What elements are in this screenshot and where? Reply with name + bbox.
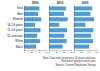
bar: [49, 28, 67, 32]
tick: 0: [24, 50, 26, 54]
tick-label: 40: [88, 51, 91, 54]
category-label: Total: [17, 6, 24, 10]
bar: [74, 34, 91, 38]
tick: 40: [88, 50, 91, 54]
tick-label: 0: [74, 51, 76, 54]
bar: [74, 39, 93, 43]
bar: [74, 17, 94, 21]
tick-label: 20: [30, 51, 33, 54]
bar: [49, 45, 63, 49]
x-axis: 0 20 40 60: [74, 50, 99, 54]
category-tick: 16-24 years: [7, 23, 23, 27]
bar: [24, 34, 37, 38]
y-axis: Total MenWomen 16-24 years25-54 years 55 an…: [7, 6, 24, 51]
panel: 20100204060: [49, 1, 74, 55]
notes: Note: Data refer to persons 16 years and…: [43, 56, 97, 67]
bar: [74, 45, 89, 49]
bar: [74, 12, 91, 16]
category-label: White: [15, 39, 23, 43]
bar: [49, 12, 64, 16]
note: Source: Current Population Survey.: [55, 63, 96, 67]
panel: 2020 0 20 40 60 Note: Data refer to persons 1…: [43, 1, 99, 67]
bars: [24, 6, 41, 48]
category-tick: 25-54 years: [7, 28, 23, 32]
category-tick: Black: [16, 45, 24, 49]
x-axis: 0204060: [49, 50, 74, 54]
y-axis: [74, 6, 75, 51]
category-label: 16-24 years: [7, 23, 23, 27]
panel: 20000204060TotalMenWomen16-24 years25-54…: [7, 1, 48, 55]
note: Percent of group in each year.: [61, 59, 96, 63]
category-tick: White: [15, 39, 23, 43]
category-label: Men: [17, 12, 23, 16]
bars: [49, 6, 68, 48]
note: Note: Data refer to persons 16 years and…: [43, 56, 97, 60]
tick: 0: [49, 50, 51, 54]
category-label: 55 and over: [7, 34, 23, 38]
panel-title: 2020: [82, 1, 89, 5]
panel-title: 2000: [32, 1, 39, 5]
tick-label: 20: [80, 51, 83, 54]
category-label: Black: [16, 45, 24, 49]
bar: [49, 23, 59, 27]
tick-label: 60: [95, 51, 98, 54]
bar: [24, 17, 41, 21]
tick-label: 20: [55, 51, 58, 54]
bar: [74, 28, 93, 32]
bar: [24, 45, 36, 49]
tick-label: 40: [63, 51, 66, 54]
tick: 0: [74, 50, 76, 54]
x-axis: 0204060: [24, 50, 49, 54]
bar: [24, 6, 39, 10]
category-label: Women: [13, 17, 24, 21]
bar: [24, 39, 40, 43]
axis-line: [74, 6, 75, 51]
tick: 40: [38, 50, 41, 54]
y-axis: [49, 6, 50, 51]
axis-line: [25, 50, 47, 52]
bar: [49, 39, 67, 43]
bar: [49, 34, 64, 38]
tick-label: 40: [38, 51, 41, 54]
tick-label: 0: [24, 51, 26, 54]
bar: [24, 12, 38, 16]
bar: [74, 23, 85, 27]
category-label: 25-54 years: [7, 28, 23, 32]
axis-line: [24, 6, 25, 51]
category-tick: Total: [17, 6, 24, 10]
bar: [24, 28, 41, 32]
category-tick: Women: [13, 17, 24, 21]
bars: [74, 6, 94, 48]
chart: 20000204060TotalMenWomen16-24 years25-54…: [0, 0, 100, 71]
tick: 60: [95, 50, 98, 54]
axis-line: [50, 50, 72, 52]
category-tick: Men: [17, 12, 23, 16]
panel-title: 2010: [57, 1, 64, 5]
category-tick: 55 and over: [7, 34, 23, 38]
axis-line: [75, 50, 97, 52]
tick-label: 0: [49, 51, 51, 54]
tick: 20: [80, 50, 83, 54]
axis-line: [49, 6, 50, 51]
tick: 20: [30, 50, 33, 54]
bar: [49, 6, 66, 10]
tick: 20: [55, 50, 58, 54]
bar: [74, 6, 92, 10]
bar: [49, 17, 68, 21]
bar: [24, 23, 35, 27]
tick: 40: [63, 50, 66, 54]
